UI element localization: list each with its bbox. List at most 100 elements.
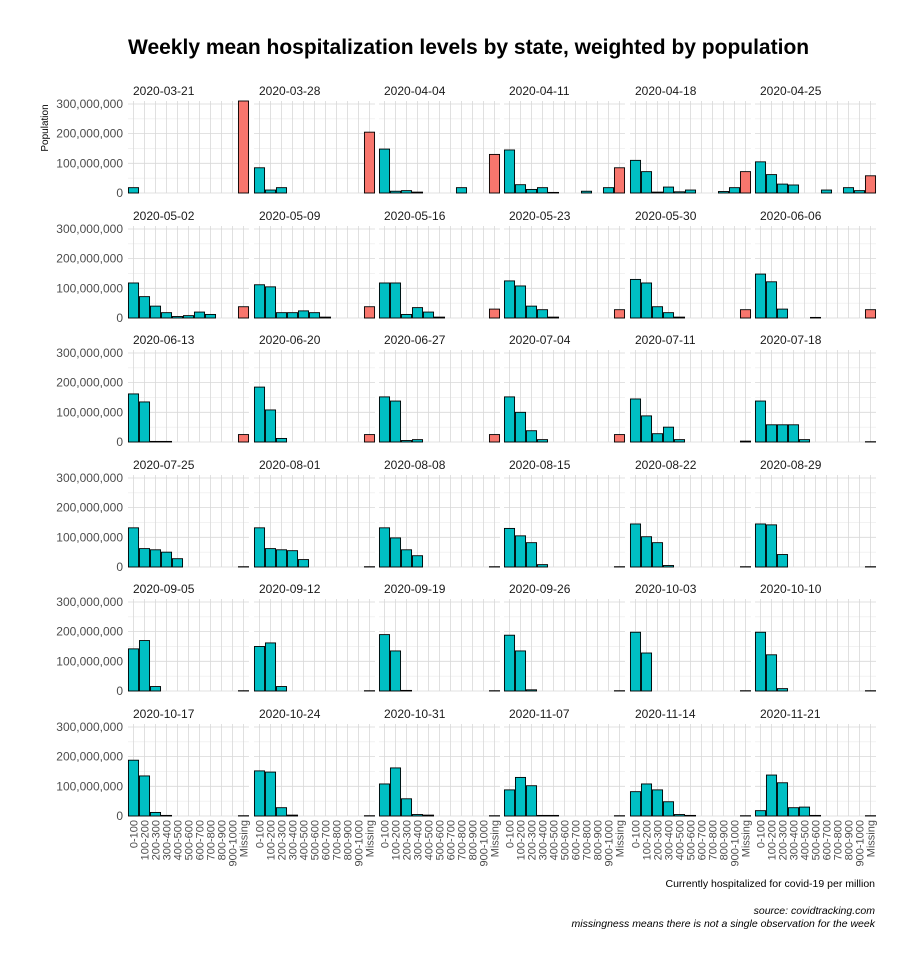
facet-strip-label: 2020-05-16 [384,209,446,223]
x-tick-label: 600-700 [697,820,709,860]
bar [237,306,250,319]
facet-panel: 2020-04-04 [378,84,501,194]
bar [503,527,516,568]
x-tick-label: 900-1000 [228,820,240,867]
facet-strip-label: 2020-07-04 [509,333,571,347]
y-tick-label: 200,000,000 [56,625,123,639]
bar [754,400,767,443]
bar [754,523,767,568]
facet-strip-label: 2020-08-22 [635,458,697,472]
x-tick-label: 700-800 [833,820,845,860]
bar [651,433,664,443]
x-tick-label: 200-300 [653,820,665,860]
bar [798,806,811,817]
bar [182,315,195,319]
x-tick-label: 300-400 [413,820,425,860]
bar [127,282,140,319]
bar [765,654,778,692]
y-tick-label: 200,000,000 [56,501,123,515]
y-tick-label: 100,000,000 [56,156,123,170]
plot-layer: 0 100,000,000 200,000,000 300,000,000 0 100,0… [56,84,877,867]
x-tick-label: 0-100 [255,820,267,848]
facet-panel: 2020-08-08 [378,458,501,568]
bar [171,316,184,319]
bar [400,798,413,817]
bar [264,642,277,692]
bar [411,191,424,194]
bar [629,278,642,319]
y-tick-label: 300,000,000 [56,720,123,734]
x-tick-label: 200-300 [151,820,163,860]
bar [673,191,686,194]
bar [787,184,800,194]
x-tick-label: 900-1000 [354,820,366,867]
x-tick-label: Missing [365,820,377,857]
x-tick-label: Missing [239,820,251,857]
bar [651,306,664,319]
facet-strip-label: 2020-08-08 [384,458,446,472]
x-tick-label: Missing [866,820,878,857]
facet-strip-label: 2020-05-09 [259,209,321,223]
y-tick-label: 0 [116,809,123,823]
bar [378,783,391,817]
bar [237,100,250,194]
facet-strip-label: 2020-07-18 [760,333,822,347]
bar [776,424,789,443]
facet-strip-label: 2020-08-01 [259,458,321,472]
bar [411,439,424,443]
bar [754,810,767,817]
x-tick-label: Missing [615,820,627,857]
bar [820,189,833,194]
bar [651,789,664,817]
y-tick-label: 100,000,000 [56,530,123,544]
facet-panel: 2020-07-25 [127,458,250,568]
bar [662,801,675,817]
facet-panel: 2020-09-26 [503,582,626,692]
bar [275,187,288,194]
bar [389,282,402,319]
bar [411,555,424,568]
y-tick-label: 200,000,000 [56,750,123,764]
x-tick-label: 600-700 [195,820,207,860]
x-tick-label: 500-600 [811,820,823,860]
bar [503,280,516,319]
bar [662,312,675,319]
x-tick-label: 300-400 [162,820,174,860]
bar [297,310,310,319]
facet-panel: 2020-10-31 0-100 100-200 200-300 300-400 400-… [378,707,502,867]
facet-panel: 2020-07-11 [629,333,752,443]
x-tick-label: 300-400 [664,820,676,860]
bar [503,634,516,692]
facet-strip-label: 2020-10-03 [635,582,697,596]
y-tick-label: 300,000,000 [56,346,123,360]
bar [389,537,402,568]
bar [684,814,697,817]
x-tick-label: 900-1000 [604,820,616,867]
bar [536,814,549,817]
bar [138,401,151,443]
facet-strip-label: 2020-10-10 [760,582,822,596]
x-tick-label: 600-700 [571,820,583,860]
y-tick-label: 300,000,000 [56,595,123,609]
facet-panel: 2020-05-09 [253,209,376,319]
bar [739,440,752,443]
bar [640,652,653,692]
bar [422,311,435,319]
y-tick-label: 0 [116,684,123,698]
bar [514,184,527,194]
facet-panel: 2020-08-22 [629,458,752,568]
bar [754,161,767,194]
y-tick-label: 200,000,000 [56,252,123,266]
x-tick-label: 400-500 [800,820,812,860]
x-tick-label: 300-400 [538,820,550,860]
bar [776,308,789,319]
bar [433,316,446,319]
y-tick-label: 100,000,000 [56,281,123,295]
facet-strip-label: 2020-07-25 [133,458,195,472]
y-tick-label: 0 [116,186,123,200]
bar [728,187,741,194]
facet-panel: 2020-06-27 [378,333,501,443]
y-tick-label: 200,000,000 [56,376,123,390]
bar [514,411,527,443]
